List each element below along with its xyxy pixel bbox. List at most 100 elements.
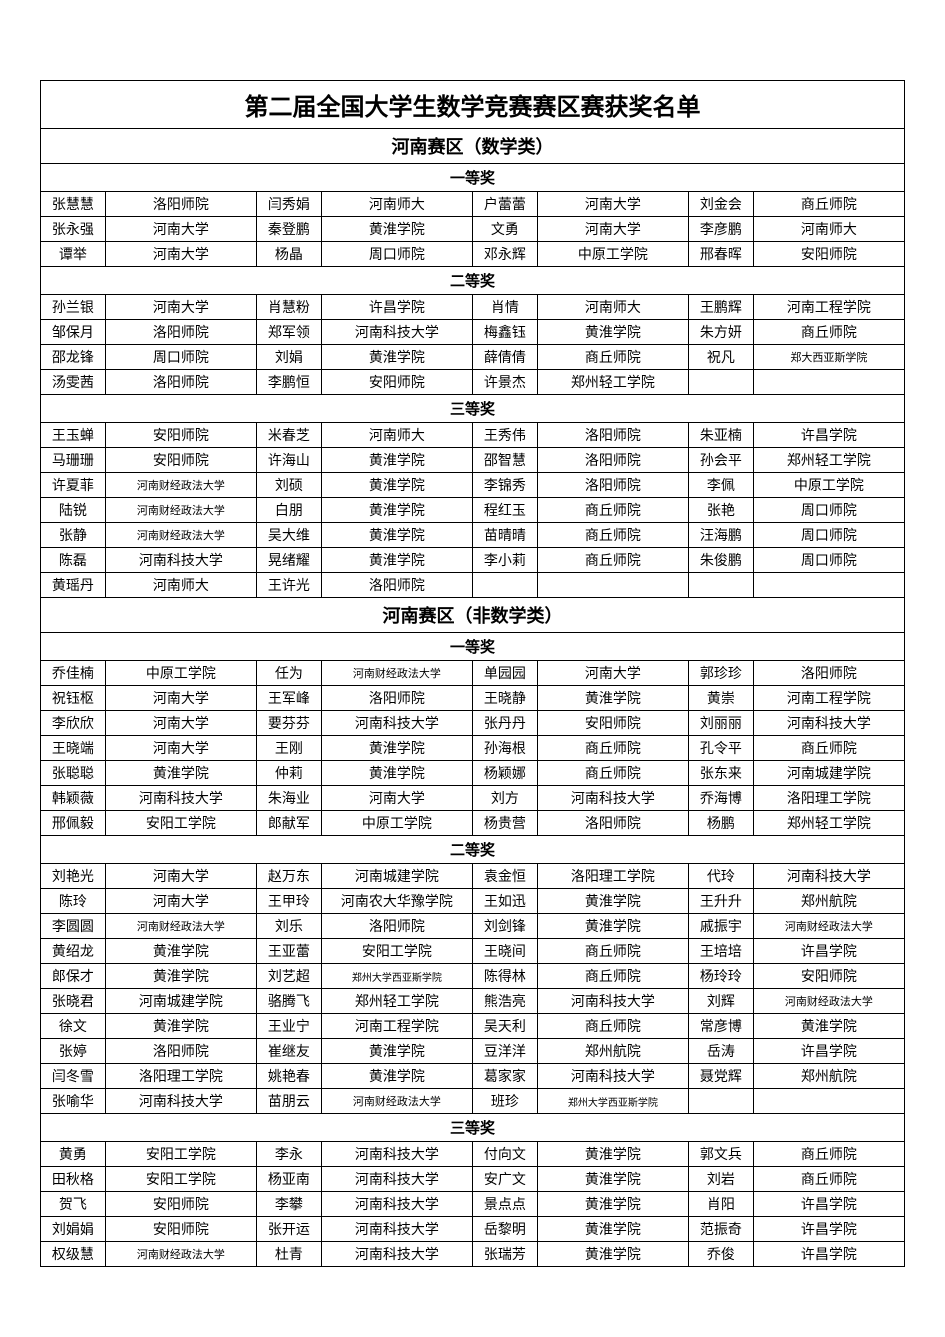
school-name: 黄淮学院 [537, 320, 688, 345]
student-name: 肖阳 [688, 1192, 753, 1217]
student-name: 邢佩毅 [41, 811, 106, 836]
student-name: 王亚蕾 [256, 939, 321, 964]
school-name: 洛阳师院 [321, 686, 472, 711]
school-name: 商丘师院 [753, 736, 904, 761]
school-name [537, 573, 688, 598]
student-name: 文勇 [472, 217, 537, 242]
student-name: 任为 [256, 661, 321, 686]
student-name: 许海山 [256, 448, 321, 473]
table-row: 马珊珊安阳师院许海山黄淮学院邵智慧洛阳师院孙会平郑州轻工学院 [41, 448, 905, 473]
student-name: 许景杰 [472, 370, 537, 395]
student-name: 孔令平 [688, 736, 753, 761]
student-name: 晃绪耀 [256, 548, 321, 573]
school-name: 河南财经政法大学 [105, 498, 256, 523]
table-row: 李圆圆河南财经政法大学刘乐洛阳师院刘剑锋黄淮学院戚振宇河南财经政法大学 [41, 914, 905, 939]
school-name: 许昌学院 [753, 1217, 904, 1242]
school-name [753, 370, 904, 395]
school-name: 河南师大 [537, 295, 688, 320]
student-name: 刘艺超 [256, 964, 321, 989]
school-name: 黄淮学院 [105, 939, 256, 964]
student-name: 权级慧 [41, 1242, 106, 1267]
table-row: 张慧慧洛阳师院闫秀娟河南师大户蕾蕾河南大学刘金会商丘师院 [41, 192, 905, 217]
student-name: 王玉蝉 [41, 423, 106, 448]
school-name: 安阳师院 [753, 964, 904, 989]
student-name: 张丹丹 [472, 711, 537, 736]
table-row: 谭举河南大学杨晶周口师院邓永辉中原工学院邢春晖安阳师院 [41, 242, 905, 267]
school-name: 河南大学 [105, 711, 256, 736]
school-name: 河南科技大学 [321, 320, 472, 345]
student-name: 常彦博 [688, 1014, 753, 1039]
school-name: 洛阳师院 [537, 473, 688, 498]
school-name: 河南师大 [105, 573, 256, 598]
student-name: 张晓君 [41, 989, 106, 1014]
table-row: 陆锐河南财经政法大学白朋黄淮学院程红玉商丘师院张艳周口师院 [41, 498, 905, 523]
student-name: 杜青 [256, 1242, 321, 1267]
student-name: 黄崇 [688, 686, 753, 711]
school-name: 黄淮学院 [321, 548, 472, 573]
school-name: 周口师院 [753, 548, 904, 573]
school-name: 商丘师院 [753, 1167, 904, 1192]
school-name: 河南师大 [321, 423, 472, 448]
prize-header: 二等奖 [41, 267, 905, 295]
school-name: 河南科技大学 [321, 1242, 472, 1267]
section-header-math: 河南赛区（数学类） [41, 129, 905, 164]
school-name: 洛阳师院 [537, 811, 688, 836]
school-name: 周口师院 [753, 498, 904, 523]
student-name: 梅鑫钰 [472, 320, 537, 345]
school-name: 河南财经政法大学 [105, 914, 256, 939]
school-name: 郑州轻工学院 [321, 989, 472, 1014]
prize-header: 二等奖 [41, 836, 905, 864]
school-name [753, 1089, 904, 1114]
school-name: 黄淮学院 [321, 736, 472, 761]
student-name: 马珊珊 [41, 448, 106, 473]
student-name: 单园园 [472, 661, 537, 686]
school-name: 郑州轻工学院 [753, 811, 904, 836]
school-name: 安阳师院 [105, 448, 256, 473]
school-name: 洛阳师院 [321, 914, 472, 939]
school-name: 郑州航院 [753, 1064, 904, 1089]
student-name: 陈磊 [41, 548, 106, 573]
school-name: 中原工学院 [105, 661, 256, 686]
student-name: 李攀 [256, 1192, 321, 1217]
school-name: 商丘师院 [537, 736, 688, 761]
student-name: 杨鹏 [688, 811, 753, 836]
school-name: 周口师院 [321, 242, 472, 267]
school-name: 河南科技大学 [321, 711, 472, 736]
student-name: 邢春晖 [688, 242, 753, 267]
student-name: 乔佳楠 [41, 661, 106, 686]
student-name: 王晓静 [472, 686, 537, 711]
school-name: 安阳工学院 [321, 939, 472, 964]
page-title: 第二届全国大学生数学竞赛赛区赛获奖名单 [41, 81, 905, 129]
school-name: 河南师大 [753, 217, 904, 242]
student-name: 张永强 [41, 217, 106, 242]
student-name [472, 573, 537, 598]
school-name: 河南大学 [537, 661, 688, 686]
school-name: 郑州航院 [537, 1039, 688, 1064]
student-name: 邓永辉 [472, 242, 537, 267]
school-name: 商丘师院 [537, 345, 688, 370]
student-name: 张聪聪 [41, 761, 106, 786]
school-name: 黄淮学院 [537, 1242, 688, 1267]
student-name: 岳黎明 [472, 1217, 537, 1242]
student-name: 岳涛 [688, 1039, 753, 1064]
table-row: 邹保月洛阳师院郑军领河南科技大学梅鑫钰黄淮学院朱方妍商丘师院 [41, 320, 905, 345]
student-name: 王如迅 [472, 889, 537, 914]
student-name: 郑军领 [256, 320, 321, 345]
table-row: 祝钰枢河南大学王军峰洛阳师院王晓静黄淮学院黄崇河南工程学院 [41, 686, 905, 711]
school-name: 洛阳师院 [105, 1039, 256, 1064]
school-name: 河南财经政法大学 [321, 661, 472, 686]
student-name: 李小莉 [472, 548, 537, 573]
school-name: 洛阳师院 [537, 423, 688, 448]
student-name: 邵智慧 [472, 448, 537, 473]
school-name: 河南大学 [105, 686, 256, 711]
school-name: 周口师院 [753, 523, 904, 548]
school-name: 黄淮学院 [321, 217, 472, 242]
student-name: 张东来 [688, 761, 753, 786]
student-name: 白朋 [256, 498, 321, 523]
school-name: 河南大学 [537, 217, 688, 242]
school-name: 黄淮学院 [537, 1192, 688, 1217]
table-row: 张晓君河南城建学院骆腾飞郑州轻工学院熊浩亮河南科技大学刘辉河南财经政法大学 [41, 989, 905, 1014]
school-name: 河南科技大学 [537, 786, 688, 811]
student-name: 代玲 [688, 864, 753, 889]
school-name: 许昌学院 [753, 1242, 904, 1267]
